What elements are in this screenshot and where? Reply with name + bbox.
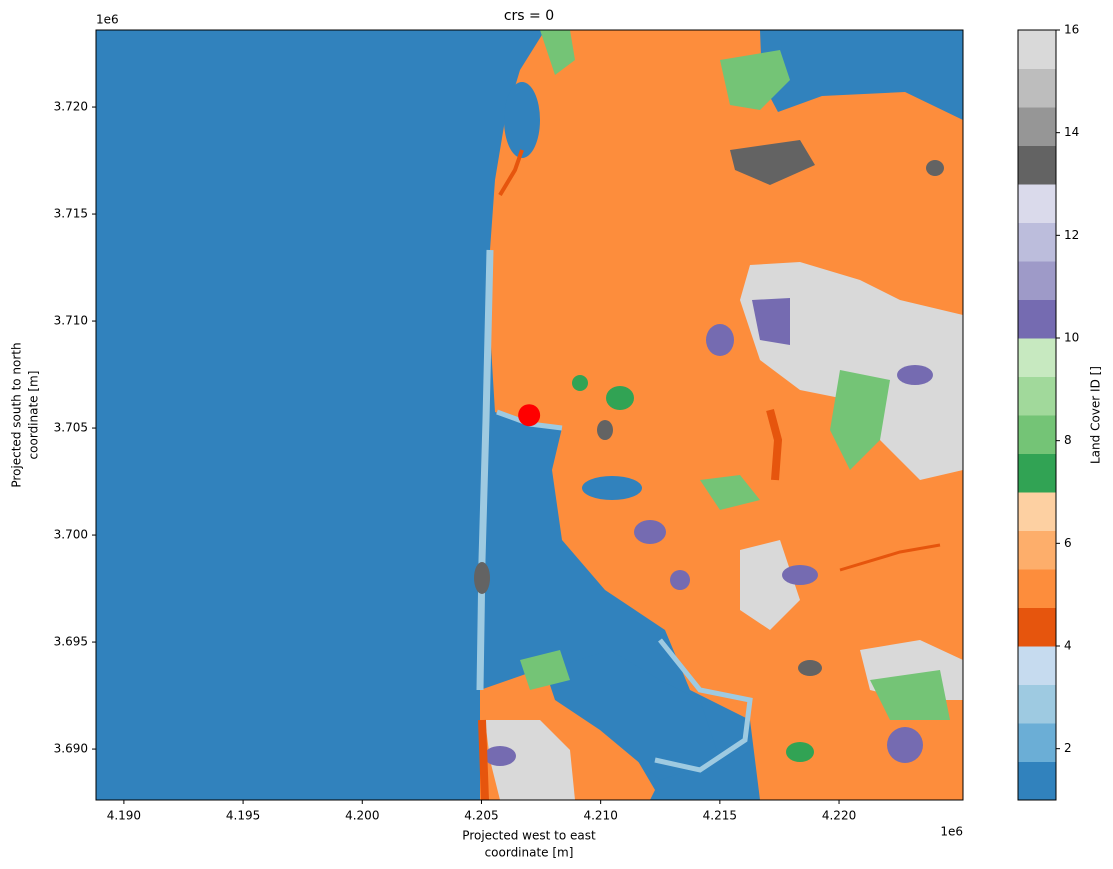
colorbar-swatch — [1018, 184, 1056, 223]
colorbar-tick-label: 2 — [1064, 741, 1072, 755]
y-tick-label: 3.690 — [54, 742, 88, 756]
y-tick-label: 3.705 — [54, 421, 88, 435]
colorbar-swatch — [1018, 222, 1056, 262]
colorbar-tick-label: 10 — [1064, 331, 1079, 345]
x-tick-label: 4.190 — [107, 809, 141, 823]
colorbar-swatch — [1018, 415, 1056, 454]
colorbar-tick-label: 4 — [1064, 639, 1072, 653]
x-tick-label: 4.205 — [464, 809, 498, 823]
colorbar-tick-label: 14 — [1064, 125, 1079, 139]
colorbar-swatch — [1018, 761, 1056, 801]
land-cover-map — [96, 30, 963, 800]
y-label: coordinate [m] — [27, 371, 41, 460]
colorbar-swatch — [1018, 30, 1056, 69]
x-tick-label: 4.195 — [226, 809, 260, 823]
colorbar-swatch — [1018, 376, 1056, 416]
colorbar-swatch — [1018, 492, 1056, 531]
colorbar-swatch — [1018, 569, 1056, 608]
colorbar-swatch — [1018, 145, 1056, 185]
colorbar-swatch — [1018, 299, 1056, 339]
colorbar-swatch — [1018, 261, 1056, 300]
colorbar-swatch — [1018, 453, 1056, 493]
y-label: Projected south to north — [10, 342, 24, 487]
colorbar-swatch — [1018, 107, 1056, 146]
x-label: coordinate [m] — [485, 846, 574, 860]
colorbar-label: Land Cover ID [] — [1089, 366, 1103, 464]
y-offset: 1e6 — [96, 13, 119, 27]
x-tick-label: 4.220 — [822, 809, 856, 823]
y-tick-label: 3.695 — [54, 635, 88, 649]
colorbar-tick-label: 6 — [1064, 536, 1072, 550]
plot-frame — [95, 29, 964, 801]
x-offset: 1e6 — [940, 825, 963, 839]
y-tick-label: 3.720 — [54, 100, 88, 114]
x-label: Projected west to east — [462, 829, 596, 843]
colorbar-swatch — [1018, 607, 1056, 647]
colorbar-frame — [1017, 29, 1057, 801]
colorbar-swatch — [1018, 684, 1056, 724]
colorbar-swatch — [1018, 68, 1056, 108]
y-tick-label: 3.715 — [54, 207, 88, 221]
chart-title: crs = 0 — [504, 8, 554, 24]
x-tick-label: 4.210 — [583, 809, 617, 823]
colorbar-swatch — [1018, 723, 1056, 762]
colorbar-swatch — [1018, 646, 1056, 685]
colorbar-tick-label: 8 — [1064, 433, 1072, 447]
colorbar-tick-label: 16 — [1064, 23, 1079, 37]
colorbar-swatch — [1018, 338, 1056, 377]
y-tick-label: 3.710 — [54, 314, 88, 328]
marker — [518, 404, 541, 427]
y-tick-label: 3.700 — [54, 528, 88, 542]
x-tick-label: 4.215 — [703, 809, 737, 823]
colorbar-tick-label: 12 — [1064, 228, 1079, 242]
x-tick-label: 4.200 — [345, 809, 379, 823]
colorbar-swatch — [1018, 530, 1056, 570]
